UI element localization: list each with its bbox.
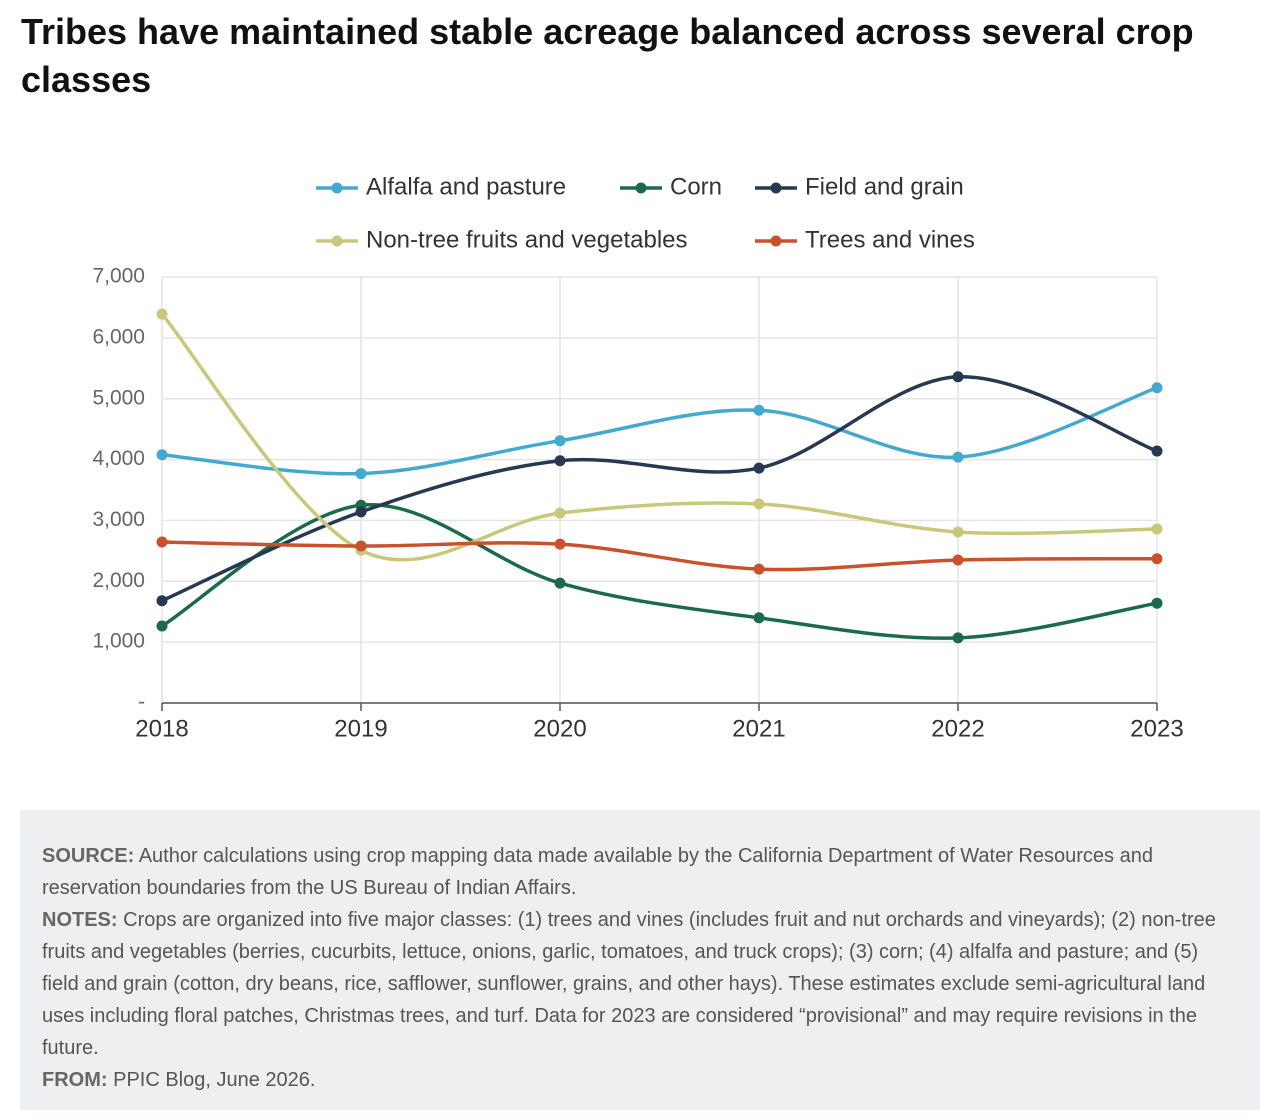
data-point <box>554 455 566 467</box>
data-point <box>156 449 168 461</box>
footer: SOURCE: Author calculations using crop m… <box>20 810 1260 1110</box>
data-point <box>952 371 964 383</box>
notes: NOTES: Crops are organized into five maj… <box>42 904 1238 1064</box>
series-line <box>161 375 1158 603</box>
data-point <box>156 620 168 632</box>
legend-label: Non-tree fruits and vegetables <box>366 226 688 253</box>
data-point <box>355 506 367 518</box>
legend-label: Corn <box>670 173 722 200</box>
data-point <box>753 612 765 624</box>
y-tick-label: 3,000 <box>92 508 145 531</box>
y-tick-label: 7,000 <box>92 265 145 288</box>
source-label: SOURCE: <box>42 845 135 867</box>
data-point <box>1151 445 1163 457</box>
y-tick-label: 6,000 <box>92 325 145 348</box>
series-line <box>160 312 1158 562</box>
from-label: FROM: <box>42 1069 108 1091</box>
data-point <box>554 435 566 447</box>
data-point <box>554 577 566 589</box>
legend-label: Field and grain <box>805 173 964 200</box>
data-point <box>355 540 367 552</box>
series-line <box>161 540 1158 572</box>
x-tick-label: 2021 <box>732 715 785 742</box>
data-point <box>156 595 168 607</box>
data-point <box>753 462 765 474</box>
from-text: PPIC Blog, June 2026. <box>113 1069 316 1091</box>
source-text: Author calculations using crop mapping d… <box>42 845 1153 899</box>
y-tick-label: 4,000 <box>92 447 145 470</box>
data-point <box>952 526 964 538</box>
source: SOURCE: Author calculations using crop m… <box>42 840 1238 904</box>
notes-label: NOTES: <box>42 909 118 931</box>
legend-dot <box>331 235 343 247</box>
from: FROM: PPIC Blog, June 2026. <box>42 1064 1238 1096</box>
data-point <box>1151 382 1163 394</box>
series-line <box>161 386 1158 476</box>
legend-dot <box>331 182 343 194</box>
chart: - 1,000 2,000 3,000 4,000 5,000 6,000 7,000 2018… <box>92 173 1183 742</box>
data-point <box>1151 523 1163 535</box>
data-point <box>952 554 964 566</box>
y-tick-label: 5,000 <box>92 386 145 409</box>
data-point <box>1151 553 1163 565</box>
legend-label: Trees and vines <box>805 226 975 253</box>
x-tick-label: 2022 <box>931 715 984 742</box>
data-point <box>1151 597 1163 609</box>
legend-dot <box>770 182 782 194</box>
data-point <box>952 451 964 463</box>
legend-label: Alfalfa and pasture <box>366 173 566 200</box>
data-point <box>554 538 566 550</box>
y-tick-label: 1,000 <box>92 630 145 653</box>
notes-text: Crops are organized into five major clas… <box>42 909 1216 1059</box>
x-tick-label: 2018 <box>135 715 188 742</box>
y-tick-label: 2,000 <box>92 569 145 592</box>
x-tick-label: 2020 <box>533 715 586 742</box>
x-tick-label: 2023 <box>1130 715 1183 742</box>
y-tick-label: - <box>138 691 145 714</box>
series-line <box>161 502 1158 640</box>
data-point <box>952 632 964 644</box>
data-point <box>753 498 765 510</box>
data-point <box>753 404 765 416</box>
data-point <box>753 563 765 575</box>
data-point <box>355 468 367 480</box>
x-tick-label: 2019 <box>334 715 387 742</box>
data-point <box>156 308 168 320</box>
data-point <box>156 536 168 548</box>
chart-title: Tribes have maintained stable acreage ba… <box>21 11 1194 100</box>
data-point <box>554 507 566 519</box>
legend-dot <box>635 182 647 194</box>
legend-dot <box>770 235 782 247</box>
